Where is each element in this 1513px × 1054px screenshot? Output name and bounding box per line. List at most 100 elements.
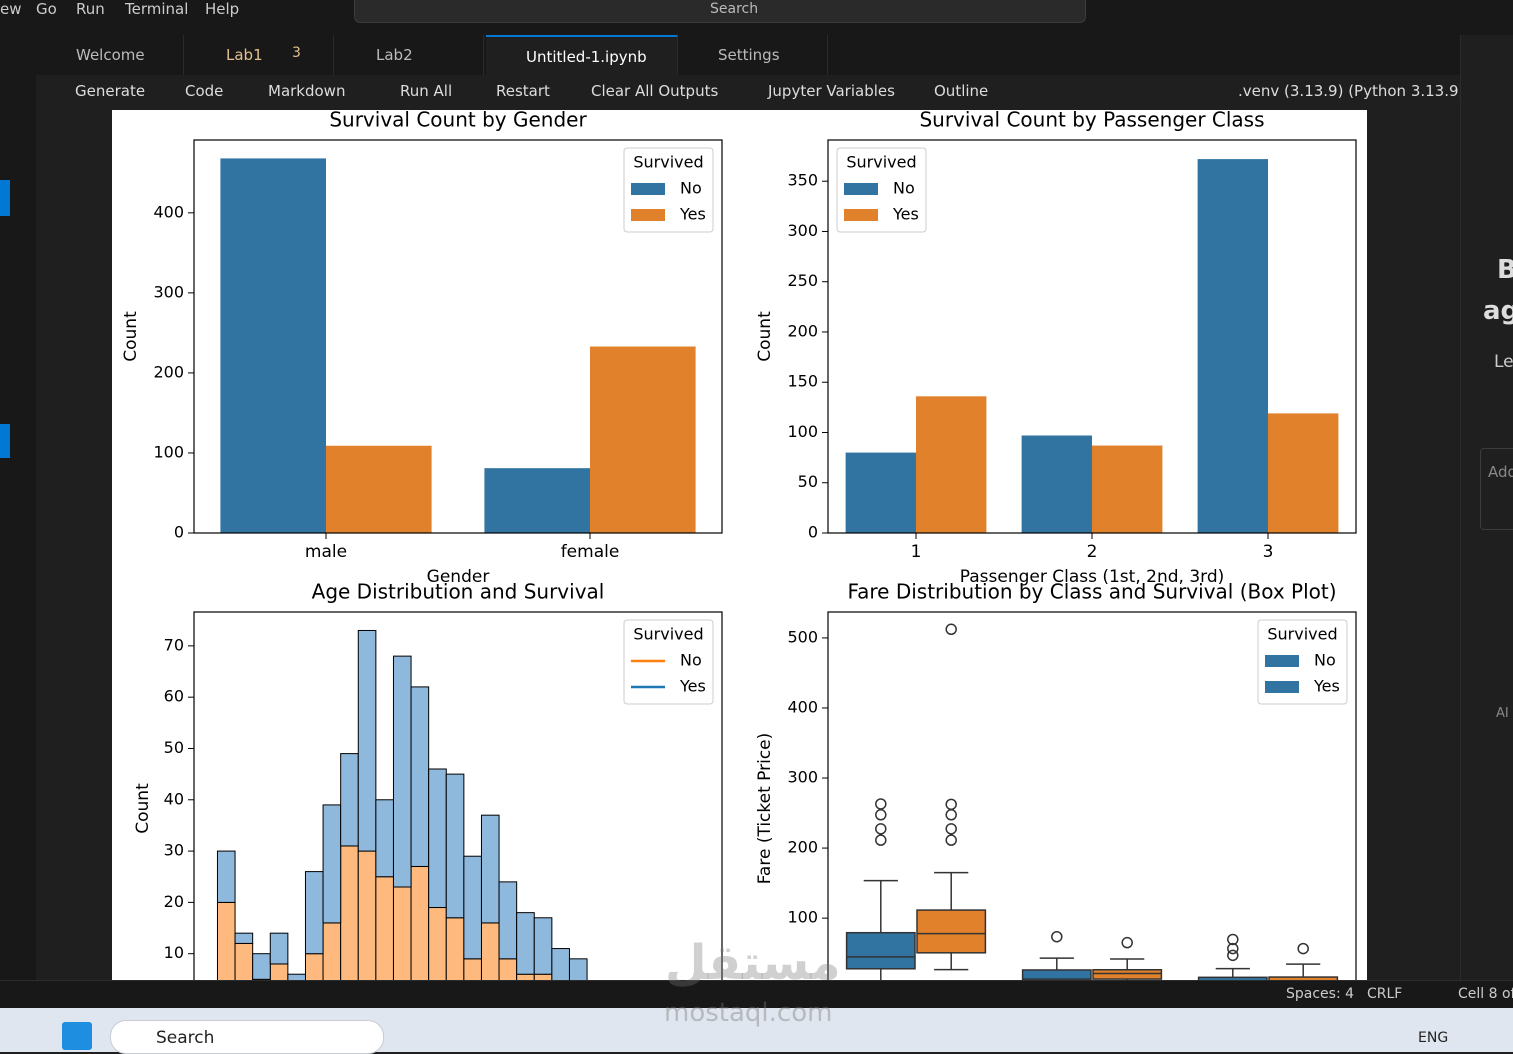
start-button[interactable] [62, 1022, 92, 1050]
hist-bar [234, 942, 254, 980]
hist-bar [463, 958, 482, 980]
y-tick-label: 50 [164, 738, 184, 757]
menu-item[interactable]: Run [76, 0, 105, 18]
box [1021, 969, 1092, 980]
legend-label: No [893, 179, 915, 198]
flier [1227, 942, 1239, 955]
indicator [0, 180, 10, 216]
bar [845, 452, 916, 533]
hist-bar [287, 973, 306, 980]
figure: Survival Count by Gender 0 100 200 300 400 Cou… [121, 110, 1357, 980]
box [845, 931, 916, 970]
bar [1197, 159, 1268, 534]
side-text: B [1497, 255, 1513, 285]
y-tick-label: 400 [787, 697, 818, 716]
hist-bar [498, 881, 518, 960]
hist-bar [269, 932, 289, 965]
bar [1021, 435, 1092, 533]
status-item[interactable]: Spaces: 4 [1286, 986, 1355, 1002]
y-tick-label: 30 [164, 841, 184, 860]
toolbar-button[interactable]: Generate [75, 82, 146, 100]
flier [1297, 942, 1309, 955]
toolbar-button[interactable]: Outline [934, 82, 989, 100]
hist-bar [533, 917, 553, 975]
y-tick-label: 10 [164, 943, 184, 962]
tab[interactable]: Lab2 [336, 35, 484, 75]
hist-bar [480, 922, 500, 980]
y-tick-label: 350 [787, 171, 818, 190]
toolbar-button[interactable]: Restart [496, 82, 550, 100]
bar [1268, 413, 1339, 533]
toolbar-button[interactable]: Run All [400, 82, 453, 100]
toolbar-button[interactable]: Markdown [268, 82, 346, 100]
toolbar-button[interactable]: Jupyter Variables [768, 82, 895, 100]
y-tick-label: 60 [164, 687, 184, 706]
chart-title: Age Distribution and Survival [312, 580, 605, 604]
x-tick-label: 2 [1087, 542, 1098, 562]
hist-bar [480, 814, 500, 924]
bar [1092, 445, 1163, 533]
chart-title: Fare Distribution by Class and Survival … [847, 580, 1336, 604]
x-axis-label: Passenger Class (1st, 2nd, 3rd) [960, 567, 1225, 587]
language[interactable]: ENG [1418, 1030, 1449, 1046]
hist-bar [357, 629, 377, 852]
x-tick-label: 1 [911, 542, 922, 562]
kernel-picker[interactable]: .venv (3.13.9) (Python 3.13.9) [1238, 82, 1465, 100]
legend-patch [844, 209, 878, 221]
flier [945, 623, 957, 636]
taskbar-search[interactable] [110, 1020, 384, 1054]
hist-bar [304, 953, 324, 980]
y-tick-label: 0 [174, 523, 184, 542]
legend-title: Survived [1267, 625, 1337, 644]
flier [1121, 936, 1133, 949]
hist-bar [322, 922, 342, 980]
y-tick-label: 100 [153, 442, 184, 461]
axes-frame [193, 139, 723, 534]
flier [945, 809, 957, 821]
y-tick-label: 200 [787, 321, 818, 340]
toolbar-button[interactable]: Code [185, 82, 224, 100]
hist-bar [375, 799, 394, 878]
tab[interactable]: Welcome [36, 35, 184, 75]
y-tick-label: 50 [798, 472, 818, 491]
bar [220, 158, 326, 533]
flier [875, 834, 887, 846]
status-item[interactable]: CRLF [1367, 986, 1403, 1002]
search-box[interactable] [354, 0, 1086, 23]
legend-label: No [680, 651, 702, 670]
legend-title: Survived [846, 153, 916, 172]
flier [1051, 930, 1063, 943]
hist-bar [428, 907, 447, 980]
y-tick-label: 250 [787, 271, 818, 290]
menu-item[interactable]: Go [36, 0, 57, 18]
hist-bar [392, 655, 412, 888]
box [1197, 976, 1268, 980]
toolbar-button[interactable]: Clear All Outputs [591, 82, 719, 100]
status-bar [0, 980, 1513, 1009]
menu-item[interactable]: Help [205, 0, 240, 18]
y-axis-label: Count [121, 311, 141, 362]
indicator [0, 424, 10, 458]
y-tick-label: 150 [787, 372, 818, 391]
side-text: Le [1494, 352, 1513, 372]
y-tick-label: 40 [164, 789, 184, 808]
x-tick-label: male [305, 542, 347, 562]
legend-label: Yes [679, 677, 706, 696]
tab-active[interactable]: Untitled-1.ipynb [486, 35, 678, 75]
bar [326, 445, 432, 533]
menu-item[interactable]: Terminal [125, 0, 189, 18]
tab[interactable]: Lab1 [186, 35, 334, 75]
chart-title: Survival Count by Gender [329, 110, 587, 132]
legend-label: No [680, 179, 702, 198]
activity-bar [0, 35, 36, 980]
y-tick-label: 300 [153, 282, 184, 301]
search-text: Search [710, 1, 759, 17]
input-box[interactable] [1480, 448, 1513, 530]
menu-item[interactable]: ew [0, 0, 22, 18]
y-tick-label: 200 [787, 838, 818, 857]
status-item[interactable]: Cell 8 of [1458, 986, 1513, 1002]
flier [1227, 933, 1239, 946]
hist-bar [463, 855, 482, 960]
hist-bar [375, 876, 394, 980]
tab[interactable]: Settings [678, 35, 828, 75]
